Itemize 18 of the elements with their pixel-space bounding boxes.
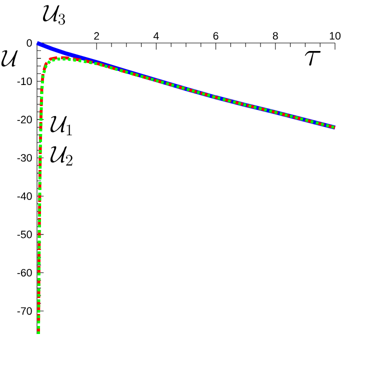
y-tick-label: -70 [17,307,32,315]
y-axis-title: $\mathcal{U}$ [1,50,18,67]
y-tick-label: -50 [17,230,32,238]
y-tick-label: -20 [17,116,32,124]
x-axis-title: $\tau$ [304,50,321,66]
annotation: $\mathcal{U}_1$ [50,116,72,136]
y-tick-label: -10 [17,78,32,86]
x-tick-label: 6 [213,32,218,40]
text: $\mathcal{U}_3$ [43,5,66,25]
y-tick-label: -30 [17,154,32,162]
x-tick-label: 10 [330,32,341,40]
x-tick-label: 8 [272,32,278,40]
y-tick-label: 0 [26,39,32,47]
x-tick-label: 2 [94,32,100,40]
annotation: $\mathcal{U}_2$ [50,146,72,166]
x-tick-label: 4 [153,32,159,40]
y-tick-label: -60 [17,268,32,277]
y-tick-label: -40 [17,192,32,200]
